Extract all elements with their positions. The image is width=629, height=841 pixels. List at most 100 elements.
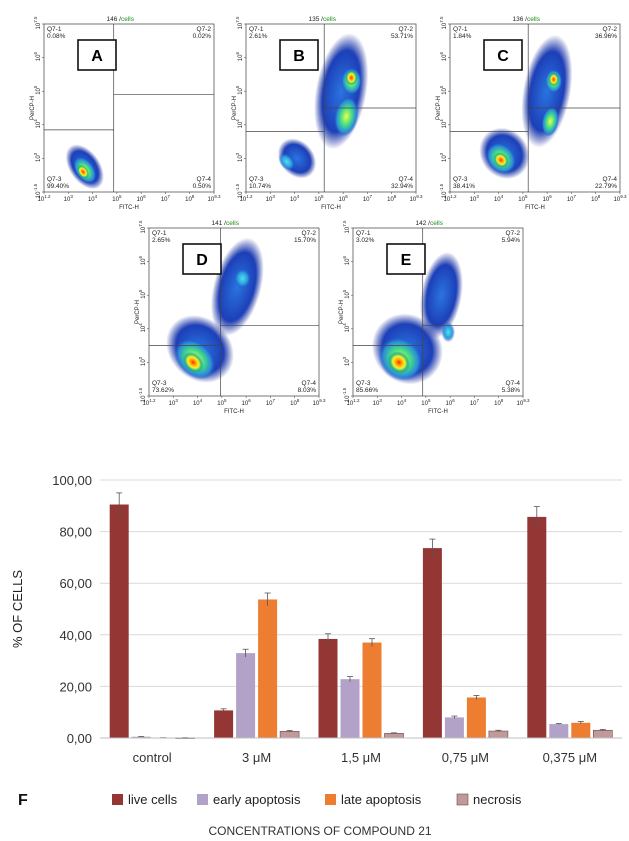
y-tick-label: 106 bbox=[439, 52, 448, 62]
x-tick-label: 108 bbox=[591, 194, 601, 203]
y-tick-label: 20,00 bbox=[59, 679, 92, 694]
quadrant-value-q3: 85.66% bbox=[356, 387, 378, 394]
quadrant-value-q1: 1.84% bbox=[453, 33, 472, 40]
y-tick-label: 107.5 bbox=[439, 16, 448, 29]
y-tick-label: 100,00 bbox=[52, 473, 92, 488]
quadrant-label-q3: Q7-3 bbox=[249, 176, 264, 183]
x-tick-label: 106 bbox=[543, 194, 553, 203]
x-tick-label: 109.3 bbox=[614, 194, 627, 203]
x-tick-label: 104 bbox=[88, 194, 98, 203]
quadrant-label-q2: Q7-2 bbox=[302, 230, 317, 237]
x-tick-label: 106 bbox=[446, 398, 456, 407]
x-tick-label: 106 bbox=[242, 398, 252, 407]
y-tick-label: 10-1.5 bbox=[439, 183, 448, 198]
y-tick-label: 103 bbox=[342, 356, 351, 366]
quadrant-value-q1: 2.61% bbox=[249, 33, 268, 40]
quadrant-label-q2: Q7-2 bbox=[399, 26, 414, 33]
x-tick-label: 109.3 bbox=[313, 398, 326, 407]
x-tick-label: 108 bbox=[387, 194, 397, 203]
legend-label: live cells bbox=[128, 792, 178, 807]
x-tick-label: 107 bbox=[363, 194, 373, 203]
quadrant-value-q4: 22.79% bbox=[595, 183, 617, 190]
quadrant-value-q1: 3.02% bbox=[356, 237, 375, 244]
flow-panel-d: 141 / cells Q7-12.65% Q7-215.70% Q7-373.62%… bbox=[135, 220, 326, 415]
x-tick-label: 107 bbox=[470, 398, 480, 407]
legend-label: necrosis bbox=[473, 792, 522, 807]
quadrant-value-q2: 0.02% bbox=[193, 33, 212, 40]
y-axis-title: PerCP-H bbox=[135, 300, 141, 324]
y-tick-label: 10-1.5 bbox=[235, 183, 244, 198]
x-tick-label: 103 bbox=[266, 194, 276, 203]
y-tick-label: 107.5 bbox=[33, 16, 42, 29]
event-count: 135 / bbox=[309, 16, 324, 23]
x-tick-label: 109.3 bbox=[208, 194, 221, 203]
quadrant-value-q4: 0.50% bbox=[193, 183, 212, 190]
x-tick-label: 104 bbox=[290, 194, 300, 203]
x-axis-title: FITC-H bbox=[525, 205, 545, 211]
y-tick-label: 106 bbox=[33, 52, 42, 62]
y-tick-label: 105 bbox=[342, 289, 351, 299]
panel-letter: E bbox=[401, 252, 412, 269]
legend-swatch bbox=[197, 794, 208, 805]
bar-live-cells-3 bbox=[423, 548, 442, 738]
quadrant-value-q4: 5.38% bbox=[502, 387, 521, 394]
x-tick-label: 3 μM bbox=[242, 750, 271, 765]
quadrant-label-q1: Q7-1 bbox=[47, 26, 62, 33]
y-axis-title: PerCP-H bbox=[436, 96, 442, 120]
quadrant-value-q3: 10.74% bbox=[249, 183, 271, 190]
x-tick-label: 105 bbox=[217, 398, 227, 407]
quadrant-value-q2: 5.94% bbox=[502, 237, 521, 244]
y-tick-label: 80,00 bbox=[59, 525, 92, 540]
quadrant-label-q2: Q7-2 bbox=[603, 26, 618, 33]
bar-early-apoptosis-2 bbox=[341, 679, 360, 738]
bar-necrosis-4 bbox=[593, 730, 612, 738]
flow-panel-b: 135 / cellsQ7-12.61%Q7-253.71%Q7-310.74%… bbox=[232, 16, 423, 211]
event-count-unit: cells bbox=[121, 16, 135, 23]
bar-necrosis-3 bbox=[489, 731, 508, 738]
quadrant-label-q3: Q7-3 bbox=[356, 380, 371, 387]
bar-live-cells-0 bbox=[110, 505, 129, 738]
x-tick-label: 107 bbox=[266, 398, 276, 407]
y-tick-label: 105 bbox=[138, 289, 147, 299]
x-tick-label: 103 bbox=[169, 398, 179, 407]
quadrant-value-q1: 0.08% bbox=[47, 33, 66, 40]
x-axis-title: CONCENTRATIONS OF COMPOUND 21 bbox=[208, 824, 431, 838]
x-tick-label: control bbox=[133, 750, 172, 765]
bar-necrosis-2 bbox=[385, 733, 404, 738]
event-count: 136 / bbox=[513, 16, 528, 23]
x-tick-label: 107 bbox=[567, 194, 577, 203]
bar-late-apoptosis-2 bbox=[363, 643, 382, 738]
x-tick-label: 105 bbox=[314, 194, 324, 203]
x-tick-label: 108 bbox=[290, 398, 300, 407]
x-axis-title: FITC-H bbox=[428, 409, 448, 415]
x-tick-label: 106 bbox=[339, 194, 349, 203]
y-tick-label: 105 bbox=[33, 85, 42, 95]
quadrant-label-q4: Q7-4 bbox=[302, 380, 317, 387]
density-cloud bbox=[345, 70, 357, 85]
quadrant-value-q2: 36.96% bbox=[595, 33, 617, 40]
event-count: 141 / bbox=[212, 220, 227, 227]
y-tick-label: 10-1.5 bbox=[33, 183, 42, 198]
density-cloud bbox=[549, 73, 559, 86]
x-tick-label: 103 bbox=[373, 398, 383, 407]
bar-necrosis-1 bbox=[280, 731, 299, 738]
bar-live-cells-1 bbox=[214, 710, 233, 738]
quadrant-value-q3: 38.41% bbox=[453, 183, 475, 190]
legend-swatch bbox=[457, 794, 468, 805]
bar-early-apoptosis-1 bbox=[236, 653, 255, 738]
x-tick-label: 109.3 bbox=[410, 194, 423, 203]
y-tick-label: 103 bbox=[439, 152, 448, 162]
event-count-unit: cells bbox=[527, 16, 541, 23]
panel-letter: D bbox=[196, 252, 208, 269]
quadrant-label-q4: Q7-4 bbox=[506, 380, 521, 387]
quadrant-value-q1: 2.65% bbox=[152, 237, 171, 244]
x-tick-label: 104 bbox=[397, 398, 407, 407]
y-tick-label: 106 bbox=[235, 52, 244, 62]
x-tick-label: 106 bbox=[137, 194, 147, 203]
quadrant-label-q1: Q7-1 bbox=[152, 230, 167, 237]
flow-panel-e: 142 / cellsQ7-13.02%Q7-25.94%Q7-385.66%Q… bbox=[339, 220, 530, 415]
quadrant-value-q4: 8.03% bbox=[298, 387, 317, 394]
y-tick-label: 106 bbox=[138, 256, 147, 266]
bar-early-apoptosis-3 bbox=[445, 717, 464, 738]
